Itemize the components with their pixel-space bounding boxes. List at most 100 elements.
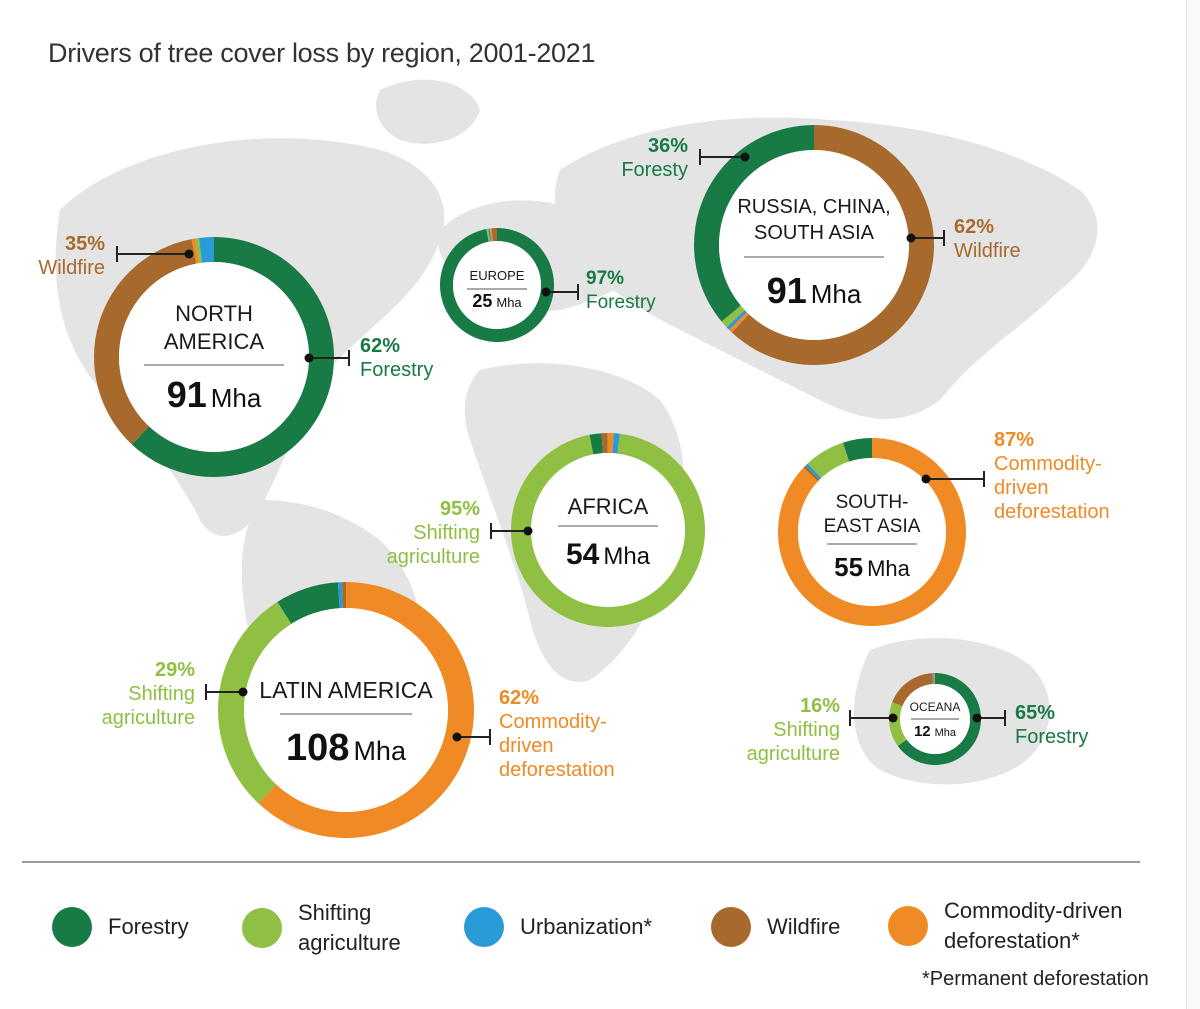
donut-segment-wildfire [803,465,820,482]
legend-label: Urbanization* [520,914,653,939]
region-name: OCEANA [910,700,961,714]
callout-label: Foresty [621,159,688,181]
legend-item-commodity: Commodity-driven deforestation* [888,896,1123,956]
donut-southeast-asia: SOUTH- EAST ASIA 55 Mha 87%Commodity-drivend… [777,429,1110,626]
donut-segment-shifting-agriculture [721,305,745,328]
callout-label: Wildfire [38,257,105,279]
footnote: *Permanent deforestation [922,968,1149,990]
callout-percent: 35% [65,233,105,255]
donut-segment-commodity [258,582,474,839]
donut-segment-wildfire [341,582,346,609]
region-total: 108 Mha [286,727,407,769]
region-total: 55 Mha [834,552,910,582]
callout-percent: 36% [648,135,688,157]
donut-segment-shifting-agriculture [217,601,292,804]
callout-dot [184,249,194,259]
callout-label: Forestry [1015,726,1088,748]
legend-swatch [52,907,92,947]
chart-title: Drivers of tree cover loss by region, 20… [48,38,596,68]
region-total: 54 Mha [566,538,651,571]
donut-north-america: NORTH AMERICA 91 Mha 62%Forestry 35%Wildfire [38,233,433,477]
donut-hole [119,262,309,452]
callout-forestry: 65%Forestry [972,702,1088,748]
callout-percent: 62% [499,687,539,709]
donut-hole [798,458,946,606]
region-name: RUSSIA, CHINA, [737,196,890,218]
legend-label: Wildfire [767,914,841,939]
callout-label: Commodity- [499,711,607,733]
region-name: SOUTH- [836,492,909,513]
callout-percent: 16% [800,695,840,717]
legend-item-forestry: Forestry [52,907,189,947]
donut-hole [453,241,541,329]
donut-segment-urbanization [488,228,492,242]
donut-segment-urbanization [612,433,620,454]
legend-label: Forestry [108,914,189,939]
region-total: 91 Mha [767,270,862,311]
donut-segment-wildfire [731,125,935,365]
donut-segment-forestry [131,237,334,477]
callout-dot [523,526,533,536]
callout-dot [452,732,462,742]
donut-hole [531,453,685,607]
donut-segment-urbanization [932,673,934,685]
region-name: SOUTH ASIA [754,222,875,244]
callout-label: Forestry [360,359,433,381]
callout-label: deforestation [994,501,1110,523]
legend-label: Commodity-driven deforestation* [944,898,1123,953]
region-total: 91 Mha [167,374,262,415]
callout-dot [238,687,248,697]
callout-forestry: 62%Forestry [304,335,433,381]
callout-label: driven [499,735,553,757]
callout-wildfire: 62%Wildfire [906,216,1021,262]
callout-label: agriculture [387,546,480,568]
callout-dot [906,233,916,243]
callout-label: Shifting [128,683,195,705]
map-landmass [376,79,480,144]
callout-percent: 65% [1015,702,1055,724]
callout-percent: 62% [954,216,994,238]
legend-divider [22,861,1140,863]
donut-segment-urbanization [805,463,822,480]
region-name: AMERICA [164,329,265,354]
callout-label: Forestry [586,292,656,313]
donut-segment-shifting-agriculture [195,237,203,264]
region-name: EUROPE [470,268,525,283]
callout-label: Commodity- [994,453,1102,475]
callout-percent: 62% [360,335,400,357]
legend-item-wildfire: Wildfire [711,907,840,947]
callout-forestry: 36%Foresty [621,135,750,181]
donut-segment-commodity [729,312,749,333]
callout-dot [304,353,314,363]
region-name: EAST ASIA [824,516,921,537]
donut-segment-wildfire [892,673,933,707]
donut-segment-wildfire [94,239,197,445]
donut-segment-commodity [191,238,200,264]
legend-item-shifting-agriculture: Shifting agriculture [242,898,401,958]
callout-percent: 87% [994,429,1034,451]
donut-latin-america: LATIN AMERICA 108 Mha 29%Shiftingagricultur… [102,582,615,839]
callout-label: agriculture [102,707,195,729]
donut-segment-forestry [589,433,603,455]
donut-segment-commodity [489,228,493,242]
donut-segment-forestry [694,125,814,322]
donut-hole [719,150,909,340]
callout-forestry: 97% Forestry [541,268,656,313]
donut-segment-wildfire [601,433,608,454]
region-total: 12 Mha [914,723,957,740]
callout-wildfire: 35%Wildfire [38,233,194,279]
donut-segment-shifting-agriculture [807,442,850,479]
region-name: AFRICA [568,494,649,519]
legend-label: Shifting agriculture [298,900,401,955]
donut-segment-forestry [277,582,340,624]
donut-segment-urbanization [337,582,343,609]
region-name: NORTH [175,301,253,326]
callout-dot [972,713,982,723]
